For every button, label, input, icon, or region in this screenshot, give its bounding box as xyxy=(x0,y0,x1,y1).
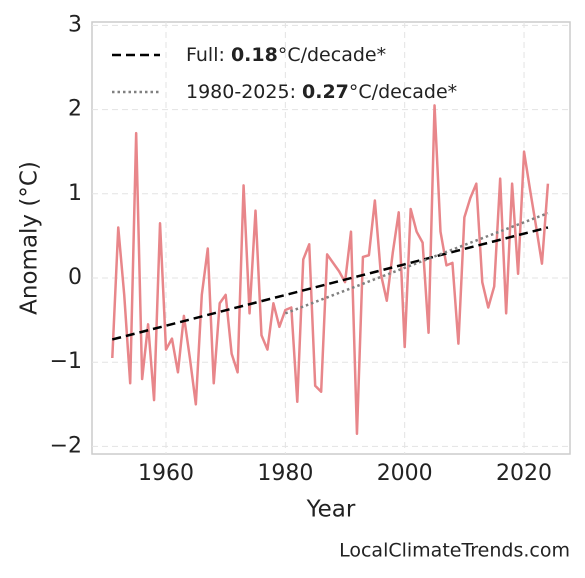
x-tick-label: 2000 xyxy=(377,461,433,486)
legend-label: 1980-2025: xyxy=(186,81,296,103)
x-tick-label: 1980 xyxy=(257,461,313,486)
y-axis-label: Anomaly (°C) xyxy=(17,161,43,315)
x-tick-label: 1960 xyxy=(138,461,194,486)
data-line xyxy=(111,104,550,436)
legend-unit: °C/decade* xyxy=(278,44,386,66)
y-tick-label: 3 xyxy=(68,12,82,37)
trend-line xyxy=(111,226,549,341)
y-tick-label: 1 xyxy=(68,181,82,206)
x-axis-label: Year xyxy=(306,497,356,523)
x-tick-label: 2020 xyxy=(496,461,552,486)
legend-unit: °C/decade* xyxy=(349,81,457,103)
legend-slope: 0.18 xyxy=(231,44,278,66)
legend-entry: Full: 0.18°C/decade* xyxy=(186,44,386,66)
legend-label: Full: xyxy=(186,44,225,66)
footer: LocalClimateTrends.com xyxy=(339,540,570,562)
legend-slope: 0.27 xyxy=(302,81,349,103)
y-tick-label: −2 xyxy=(50,433,82,458)
y-tick-label: 2 xyxy=(68,97,82,122)
legend-entry: 1980-2025: 0.27°C/decade* xyxy=(186,81,457,103)
y-tick-label: −1 xyxy=(50,349,82,374)
plot-frame xyxy=(91,21,571,455)
y-tick-label: 0 xyxy=(68,265,82,290)
